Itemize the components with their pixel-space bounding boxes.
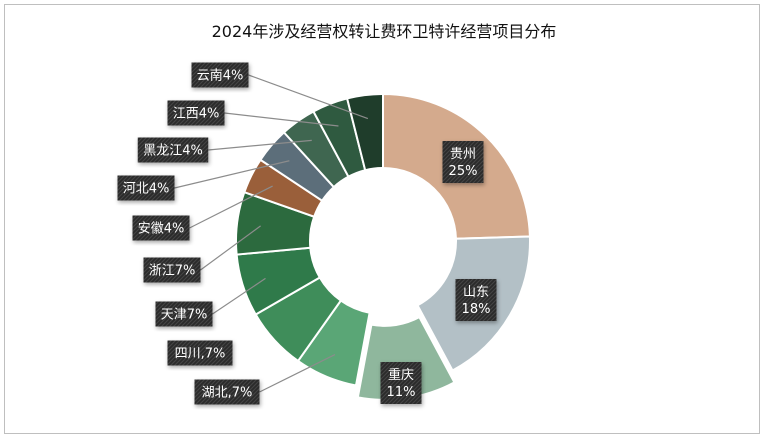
data-label-box-黑龙江	[137, 137, 209, 163]
data-label-河北: 河北4%	[123, 182, 170, 197]
data-label-box-安徽	[132, 215, 190, 241]
data-label-box-湖北	[194, 379, 260, 405]
data-label-box-云南	[191, 62, 249, 88]
data-label-四川: 四川,7%	[175, 347, 226, 362]
leader-line-河北	[174, 160, 290, 189]
data-label-安徽: 安徽4%	[138, 222, 185, 237]
data-label-box-浙江	[143, 257, 201, 283]
leader-line-云南	[248, 74, 369, 120]
data-label-黑龙江: 黑龙江4%	[143, 144, 203, 159]
data-label-天津: 天津7%	[161, 308, 208, 323]
data-label-湖北: 湖北,7%	[202, 386, 253, 401]
data-label-box-山东	[455, 279, 497, 321]
chart-title: 2024年涉及经营权转让费环卫特许经营项目分布	[211, 22, 557, 41]
data-label-box-贵州	[442, 141, 484, 183]
leader-line-黑龙江	[208, 139, 312, 151]
leader-line-江西	[224, 112, 339, 127]
leader-line-浙江	[200, 225, 261, 271]
data-label-重庆: 重庆 11%	[387, 367, 416, 400]
data-label-江西: 江西4%	[173, 107, 220, 122]
leader-line-湖北	[259, 354, 336, 393]
data-label-浙江: 浙江7%	[149, 264, 196, 279]
data-label-山东: 山东 18%	[462, 285, 491, 317]
data-label-box-天津	[155, 301, 213, 327]
data-label-box-重庆	[380, 362, 422, 404]
data-label-box-江西	[167, 100, 225, 126]
data-label-云南: 云南4%	[197, 68, 244, 84]
slice-云南	[345, 92, 384, 172]
leader-line-天津	[212, 277, 266, 315]
data-label-box-河北	[117, 175, 175, 201]
leader-line-安徽	[189, 185, 273, 229]
data-label-贵州: 贵州 25%	[449, 147, 478, 179]
data-label-box-四川	[167, 340, 233, 366]
